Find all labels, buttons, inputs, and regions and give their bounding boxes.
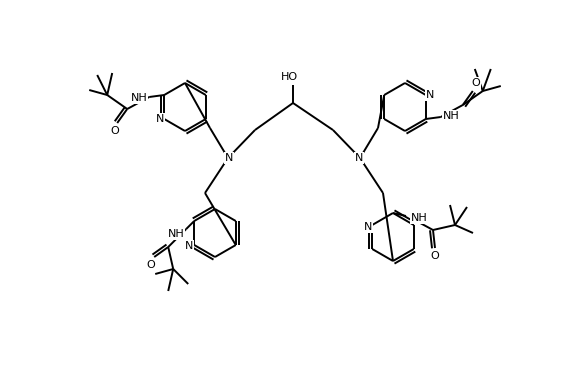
Text: N: N bbox=[364, 222, 373, 232]
Text: N: N bbox=[426, 90, 434, 100]
Text: O: O bbox=[147, 260, 156, 270]
Text: N: N bbox=[355, 153, 363, 163]
Text: O: O bbox=[472, 78, 480, 88]
Text: O: O bbox=[431, 251, 439, 261]
Text: NH: NH bbox=[131, 93, 147, 103]
Text: NH: NH bbox=[411, 213, 428, 223]
Text: HO: HO bbox=[280, 72, 298, 82]
Text: O: O bbox=[111, 126, 119, 136]
Text: NH: NH bbox=[168, 229, 185, 239]
Text: N: N bbox=[185, 241, 194, 251]
Text: N: N bbox=[156, 114, 164, 124]
Text: N: N bbox=[225, 153, 233, 163]
Text: NH: NH bbox=[442, 111, 459, 121]
